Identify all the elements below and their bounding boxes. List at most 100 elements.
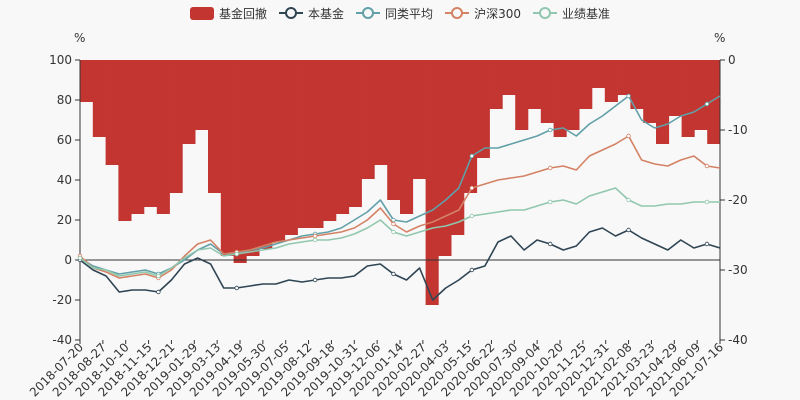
legend-item-fund-drawdown[interactable]: 基金回撤	[190, 5, 267, 22]
drawdown-bar	[246, 60, 260, 256]
legend-swatch	[445, 6, 470, 20]
series-point	[391, 221, 396, 227]
series-point	[312, 233, 318, 239]
drawdown-bar	[374, 60, 388, 165]
legend: 基金回撤 本基金 同类平均 沪深300 业绩基准	[0, 3, 800, 23]
series-point	[548, 127, 553, 133]
legend-item-this-fund[interactable]: 本基金	[279, 5, 344, 22]
drawdown-bar	[515, 60, 529, 130]
legend-item-peer-average[interactable]: 同类平均	[356, 5, 433, 22]
right-axis-unit: %	[714, 31, 726, 45]
drawdown-bar	[272, 60, 286, 242]
drawdown-bar	[387, 60, 401, 200]
right-tick-label: -10	[728, 123, 748, 137]
left-tick-label: 0	[64, 253, 72, 267]
right-tick-label: -40	[728, 333, 748, 347]
series-point	[626, 227, 631, 233]
left-tick-label: 60	[57, 133, 72, 147]
drawdown-bar	[438, 60, 452, 256]
drawdown-bar	[643, 60, 657, 123]
series-point	[469, 185, 475, 191]
series-point	[312, 277, 318, 283]
drawdown-bar	[131, 60, 145, 214]
series-point	[156, 289, 161, 295]
legend-item-csi300[interactable]: 沪深300	[445, 5, 521, 22]
series-point	[626, 93, 631, 99]
drawdown-bar	[412, 60, 426, 179]
drawdown-bar	[656, 60, 670, 144]
drawdown-bars	[80, 60, 721, 305]
drawdown-bar	[707, 60, 721, 144]
drawdown-bar	[348, 60, 362, 207]
legend-label: 基金回撤	[219, 6, 268, 21]
right-tick-label: 0	[728, 53, 736, 67]
legend-swatch	[356, 6, 381, 20]
drawdown-bar	[105, 60, 119, 165]
left-tick-label: -40	[52, 333, 72, 347]
drawdown-bar	[400, 60, 414, 214]
drawdown-bar	[451, 60, 465, 235]
series-point	[548, 165, 553, 171]
series-point	[156, 273, 161, 279]
drawdown-bar	[668, 60, 682, 116]
left-tick-label: -20	[52, 293, 72, 307]
legend-label: 业绩基准	[561, 6, 610, 21]
drawdown-bar	[361, 60, 375, 179]
drawdown-bar	[681, 60, 695, 137]
series-point	[77, 255, 83, 261]
left-tick-label: 40	[57, 173, 72, 187]
series-point	[704, 101, 710, 107]
drawdown-bar	[540, 60, 554, 123]
series-point	[469, 267, 475, 273]
drawdown-bar	[118, 60, 132, 221]
legend-swatch	[279, 6, 304, 20]
series-line	[79, 95, 721, 275]
legend-item-benchmark[interactable]: 业绩基准	[532, 5, 610, 22]
drawdown-bar	[566, 60, 580, 130]
legend-label: 本基金	[308, 6, 345, 21]
drawdown-bar	[336, 60, 350, 214]
drawdown-bar	[310, 60, 324, 228]
series-point	[548, 241, 553, 247]
drawdown-bar	[284, 60, 298, 235]
drawdown-bar	[92, 60, 106, 137]
drawdown-bar	[604, 60, 618, 102]
drawdown-bar	[182, 60, 196, 144]
drawdown-bar	[80, 60, 94, 102]
series-point	[626, 197, 631, 203]
series-lines	[77, 93, 721, 301]
series-point	[469, 213, 475, 219]
left-tick-label: 20	[57, 213, 72, 227]
series-point	[391, 271, 396, 277]
drawdown-bar	[425, 60, 439, 305]
drawdown-bar	[630, 60, 644, 109]
drawdown-bar	[553, 60, 567, 137]
legend-swatch	[190, 6, 215, 20]
drawdown-bar	[464, 60, 478, 193]
left-tick-label: 100	[49, 53, 72, 67]
series-point	[548, 199, 553, 205]
series-line	[79, 227, 721, 301]
drawdown-bar	[297, 60, 311, 228]
legend-label: 沪深300	[474, 6, 521, 21]
series-point	[312, 237, 318, 243]
drawdown-bar	[259, 60, 273, 249]
series-point	[626, 133, 631, 139]
drawdown-bar	[208, 60, 222, 193]
drawdown-bar	[233, 60, 247, 263]
right-tick-label: -20	[728, 193, 748, 207]
drawdown-bar	[195, 60, 209, 130]
axes: -40 -20 0 20 40 60 80 100 -40 -30 -20 -10 0	[49, 53, 748, 347]
series-line	[79, 135, 721, 279]
drawdown-bar	[694, 60, 708, 130]
series-point	[234, 285, 239, 291]
drawdown-bar	[156, 60, 170, 214]
legend-swatch	[532, 6, 557, 20]
drawdown-bar	[476, 60, 490, 158]
x-tick-labels: 2018-07-202018-08-272018-10-102018-11-15…	[27, 340, 726, 399]
drawdown-bar	[323, 60, 337, 221]
legend-label: 同类平均	[385, 6, 434, 21]
series-point	[704, 241, 710, 247]
series-line	[79, 187, 720, 277]
